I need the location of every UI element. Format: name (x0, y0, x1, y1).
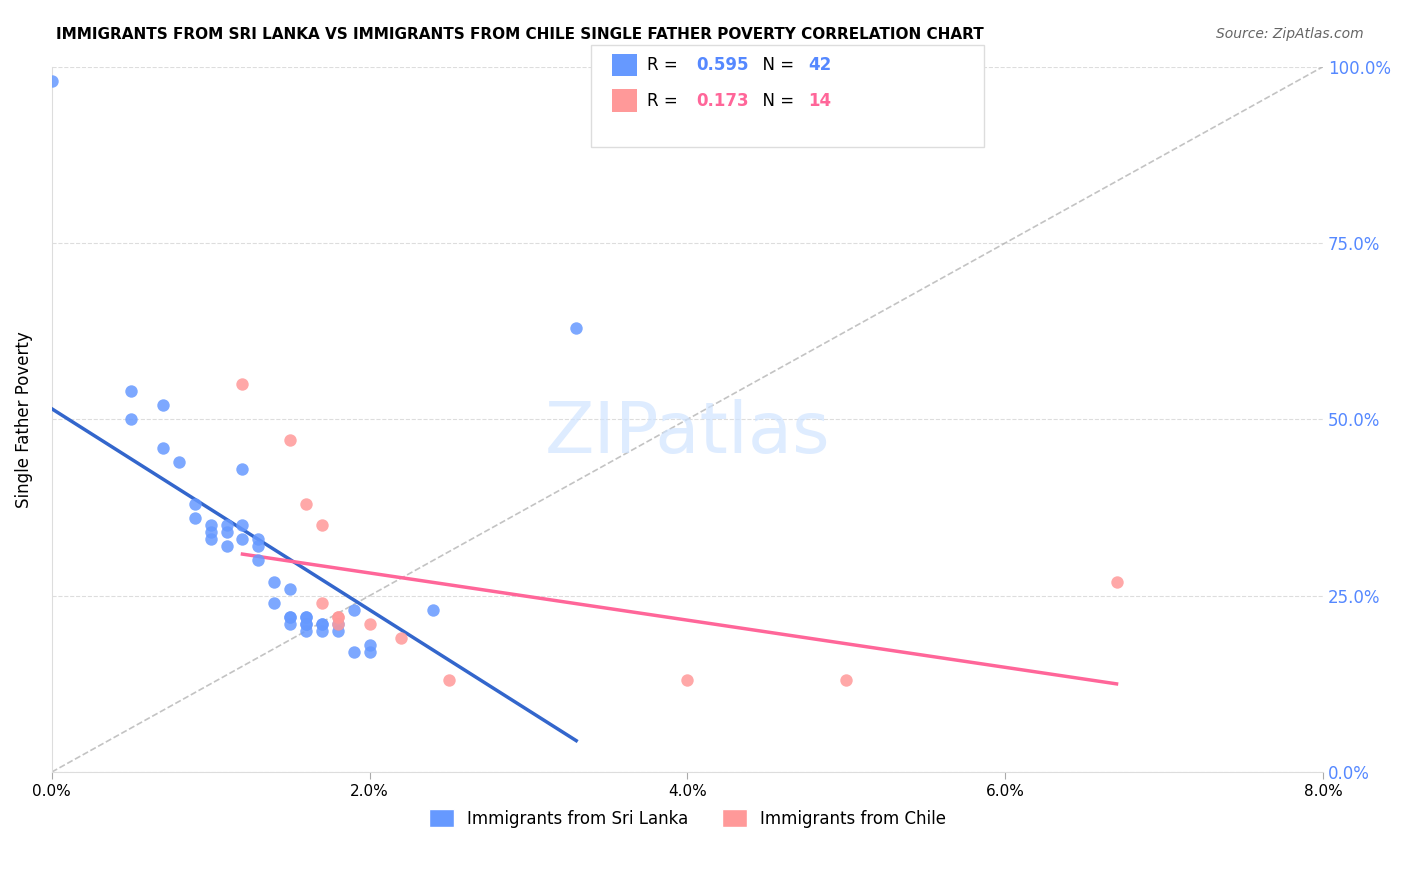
Point (231, 518, 253, 533)
Point (215, 518, 238, 533)
Point (278, 610, 301, 624)
Point (278, 582, 301, 596)
Point (152, 441, 174, 455)
Text: 14: 14 (808, 92, 831, 110)
Point (835, 673, 858, 688)
Point (231, 377, 253, 392)
Point (343, 603, 366, 617)
Point (437, 673, 460, 688)
Point (311, 616, 333, 631)
Point (389, 631, 412, 645)
Point (311, 616, 333, 631)
Point (295, 610, 318, 624)
Point (359, 645, 381, 659)
Point (152, 398, 174, 412)
Text: R =: R = (647, 56, 688, 74)
Text: N =: N = (752, 56, 800, 74)
Text: R =: R = (647, 92, 688, 110)
Point (326, 610, 349, 624)
Text: N =: N = (752, 92, 800, 110)
Point (676, 673, 699, 688)
Point (295, 610, 318, 624)
Point (184, 497, 207, 511)
Point (231, 461, 253, 475)
Point (200, 533, 222, 547)
Point (247, 553, 270, 567)
Point (247, 539, 270, 553)
Point (184, 511, 207, 525)
Point (565, 320, 588, 334)
Y-axis label: Single Father Poverty: Single Father Poverty (15, 331, 32, 508)
Point (295, 497, 318, 511)
Point (311, 596, 333, 610)
Point (295, 616, 318, 631)
Point (359, 638, 381, 652)
Text: 0.173: 0.173 (696, 92, 748, 110)
Point (326, 616, 349, 631)
Point (311, 518, 333, 533)
Point (422, 603, 444, 617)
Point (278, 610, 301, 624)
Point (343, 645, 366, 659)
Point (278, 616, 301, 631)
Point (311, 624, 333, 638)
Point (263, 574, 285, 589)
Point (167, 455, 190, 469)
Text: Source: ZipAtlas.com: Source: ZipAtlas.com (1216, 27, 1364, 41)
Point (1105, 574, 1128, 589)
Text: 0.595: 0.595 (696, 56, 748, 74)
Point (278, 434, 301, 448)
Point (231, 533, 253, 547)
Point (200, 525, 222, 540)
Point (326, 610, 349, 624)
Point (295, 624, 318, 638)
Point (247, 533, 270, 547)
Text: ZIPatlas: ZIPatlas (544, 399, 831, 468)
Point (41, 73, 63, 87)
Point (359, 616, 381, 631)
Point (215, 525, 238, 540)
Point (200, 518, 222, 533)
Point (326, 616, 349, 631)
Point (295, 616, 318, 631)
Text: 42: 42 (808, 56, 832, 74)
Point (120, 412, 142, 426)
Text: IMMIGRANTS FROM SRI LANKA VS IMMIGRANTS FROM CHILE SINGLE FATHER POVERTY CORRELA: IMMIGRANTS FROM SRI LANKA VS IMMIGRANTS … (56, 27, 984, 42)
Point (263, 596, 285, 610)
Legend: Immigrants from Sri Lanka, Immigrants from Chile: Immigrants from Sri Lanka, Immigrants fr… (422, 803, 953, 834)
Point (215, 539, 238, 553)
Point (326, 624, 349, 638)
Point (120, 384, 142, 398)
